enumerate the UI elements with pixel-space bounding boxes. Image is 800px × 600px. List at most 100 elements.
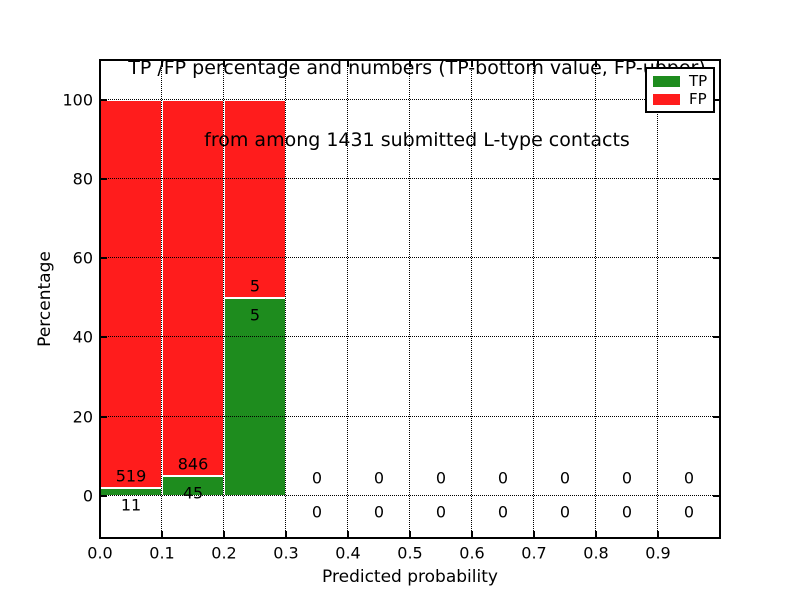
x-tick-mark bbox=[285, 531, 287, 537]
y-tick-label: 80 bbox=[72, 169, 93, 189]
axis-spine-left bbox=[99, 59, 101, 539]
tp-count-label: 0 bbox=[373, 502, 385, 522]
x-tick-label: 0.9 bbox=[645, 543, 671, 563]
gridline-vertical bbox=[595, 61, 596, 537]
fp-count-label: 0 bbox=[497, 468, 509, 488]
bar-fp-segment bbox=[162, 99, 224, 476]
tp-count-label: 0 bbox=[683, 502, 695, 522]
y-tick-mark-right bbox=[713, 177, 719, 180]
axis-spine-bottom bbox=[99, 537, 721, 539]
x-tick-label: 0.7 bbox=[521, 543, 547, 563]
fp-count-label: 0 bbox=[683, 468, 695, 488]
y-tick-mark bbox=[101, 415, 107, 418]
gridline-vertical bbox=[347, 61, 348, 537]
y-axis-label: Percentage bbox=[35, 251, 55, 347]
x-axis-label: Predicted probability bbox=[322, 567, 498, 587]
x-tick-mark-top bbox=[657, 61, 659, 67]
y-tick-label: 20 bbox=[72, 407, 93, 427]
y-tick-label: 40 bbox=[72, 327, 93, 347]
tp-count-label: 45 bbox=[182, 483, 204, 503]
bar-tp-segment bbox=[224, 297, 286, 496]
chart-title-line2: from among 1431 submitted L-type contact… bbox=[204, 129, 630, 151]
chart-title: TP /FP percentage and numbers (TP-bottom… bbox=[7, 8, 800, 200]
fp-legend-label: FP bbox=[689, 90, 707, 108]
tp-count-label: 0 bbox=[311, 502, 323, 522]
x-tick-mark bbox=[161, 531, 163, 537]
tp-count-label: 5 bbox=[249, 305, 261, 325]
y-tick-mark-right bbox=[713, 336, 719, 339]
tp-count-label: 0 bbox=[435, 502, 447, 522]
x-tick-mark bbox=[533, 531, 535, 537]
fp-count-label: 0 bbox=[435, 468, 447, 488]
x-tick-mark-top bbox=[347, 61, 349, 67]
gridline-horizontal bbox=[101, 177, 719, 179]
gridline-vertical bbox=[471, 61, 472, 537]
fp-count-label: 0 bbox=[373, 468, 385, 488]
y-tick-label: 100 bbox=[62, 90, 93, 109]
x-tick-mark-top bbox=[533, 61, 535, 67]
y-tick-mark-right bbox=[713, 257, 719, 260]
y-tick-mark-right bbox=[713, 495, 719, 497]
y-tick-mark bbox=[101, 495, 107, 497]
axis-spine-right bbox=[719, 59, 721, 539]
x-tick-mark bbox=[657, 531, 659, 537]
tp-count-label: 0 bbox=[559, 502, 571, 522]
gridline-vertical bbox=[161, 61, 162, 537]
fp-legend-swatch bbox=[653, 93, 680, 105]
gridline-horizontal bbox=[101, 257, 719, 259]
axis-spine-top bbox=[99, 59, 721, 61]
fp-count-label: 519 bbox=[115, 466, 147, 486]
gridline-horizontal bbox=[101, 336, 719, 338]
x-tick-mark-top bbox=[471, 61, 473, 67]
y-tick-label: 0 bbox=[82, 486, 93, 506]
x-tick-label: 0.6 bbox=[459, 543, 485, 563]
x-tick-mark-top bbox=[285, 61, 287, 67]
x-tick-mark bbox=[471, 531, 473, 537]
gridline-vertical bbox=[657, 61, 658, 537]
y-tick-mark bbox=[101, 257, 107, 260]
fp-count-label: 5 bbox=[249, 276, 261, 296]
y-tick-mark-right bbox=[713, 98, 719, 101]
y-tick-mark bbox=[101, 98, 107, 101]
tp-legend-swatch bbox=[653, 75, 680, 87]
tp-count-label: 11 bbox=[120, 495, 142, 515]
legend-entry-fp: FP bbox=[653, 91, 707, 107]
x-tick-mark-top bbox=[223, 61, 225, 67]
x-tick-mark bbox=[409, 531, 411, 537]
x-tick-mark bbox=[347, 531, 349, 537]
fp-count-label: 0 bbox=[311, 468, 323, 488]
y-tick-mark-right bbox=[713, 415, 719, 418]
tp-legend-label: TP bbox=[689, 72, 708, 90]
x-tick-label: 0.2 bbox=[211, 543, 237, 563]
x-tick-label: 0.8 bbox=[583, 543, 609, 563]
gridline-vertical bbox=[409, 61, 410, 537]
gridline-vertical bbox=[285, 61, 286, 537]
y-tick-mark bbox=[101, 336, 107, 339]
tp-count-label: 0 bbox=[497, 502, 509, 522]
x-tick-label: 0.4 bbox=[335, 543, 361, 563]
fp-count-label: 846 bbox=[177, 454, 209, 474]
fp-count-label: 0 bbox=[559, 468, 571, 488]
bar-fp-segment bbox=[100, 99, 162, 488]
x-tick-label: 0.3 bbox=[273, 543, 299, 563]
bar-fp-segment bbox=[224, 99, 286, 298]
gridline-horizontal bbox=[101, 98, 719, 100]
gridline-horizontal bbox=[101, 415, 719, 417]
x-tick-label: 0.1 bbox=[149, 543, 175, 563]
gridline-horizontal bbox=[101, 495, 719, 496]
x-tick-label: 0.5 bbox=[397, 543, 423, 563]
tp-count-label: 0 bbox=[621, 502, 633, 522]
x-tick-label: 0.0 bbox=[87, 543, 113, 563]
x-tick-mark bbox=[223, 531, 225, 537]
gridline-vertical bbox=[223, 61, 224, 537]
x-tick-mark bbox=[595, 531, 597, 537]
x-tick-mark-top bbox=[409, 61, 411, 67]
y-tick-mark bbox=[101, 177, 107, 180]
y-tick-label: 60 bbox=[72, 248, 93, 268]
x-tick-mark-top bbox=[595, 61, 597, 67]
legend: TP FP bbox=[645, 67, 715, 113]
fp-count-label: 0 bbox=[621, 468, 633, 488]
gridline-vertical bbox=[533, 61, 534, 537]
